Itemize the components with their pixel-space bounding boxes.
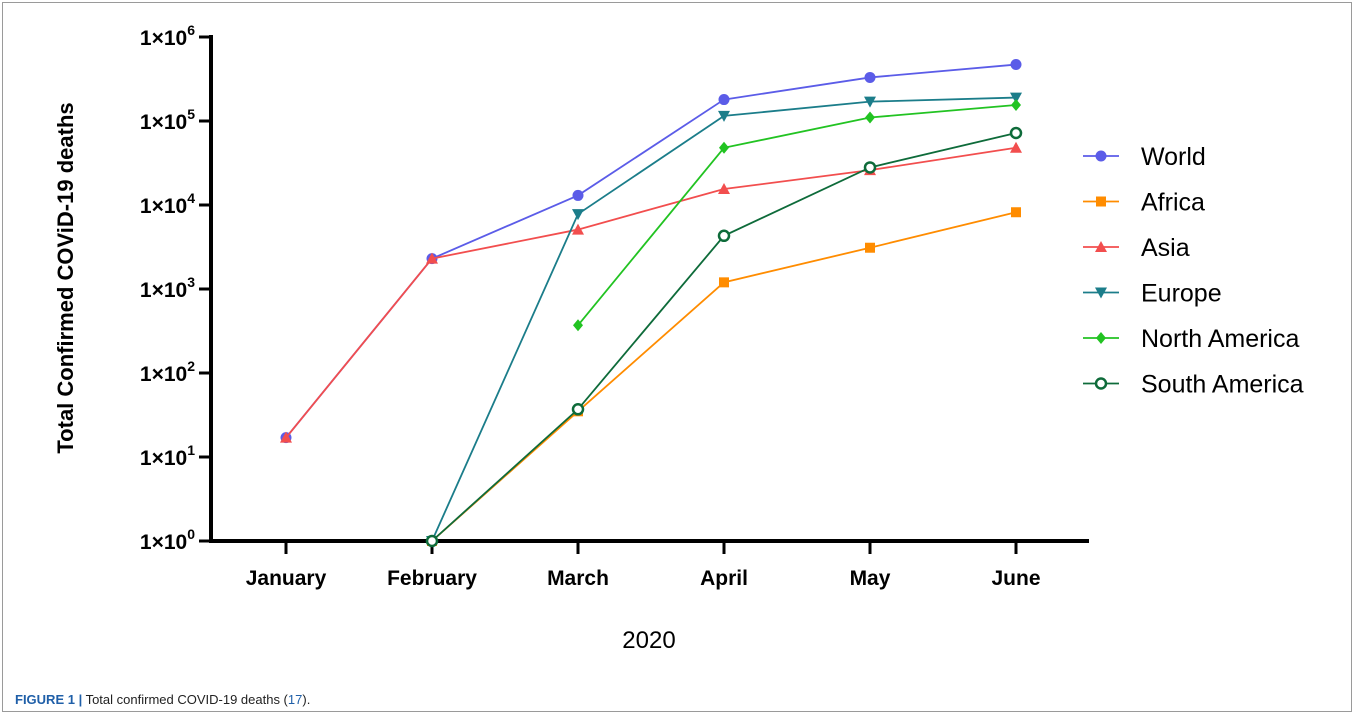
- data-point-africa: [719, 277, 729, 288]
- data-point-south-america: [717, 229, 731, 243]
- legend-label: South America: [1141, 371, 1304, 399]
- data-point-europe: [572, 209, 584, 221]
- legend-item-world: World: [1083, 143, 1206, 171]
- data-point-europe: [1010, 92, 1022, 104]
- data-point-north-america: [1011, 99, 1021, 112]
- data-point-africa: [1011, 207, 1021, 218]
- x-axis-ticks: January February March April May June: [246, 541, 1041, 590]
- data-point-north-america: [573, 319, 583, 332]
- series-line-europe: [431, 96, 1017, 542]
- data-point-asia: [426, 252, 438, 264]
- data-point-world: [718, 94, 730, 106]
- data-point-europe: [864, 96, 876, 108]
- data-point-asia: [572, 223, 584, 235]
- legend-marker-south-america: [1094, 377, 1108, 390]
- series-line-south-america: [431, 132, 1017, 542]
- y-tick-label: 1×100: [140, 526, 195, 554]
- figure-caption: FIGURE 1 | Total confirmed COVID-19 deat…: [15, 692, 310, 707]
- series-layer: [280, 59, 1023, 548]
- data-point-north-america: [865, 111, 875, 124]
- data-point-world: [864, 71, 876, 83]
- data-point-south-america: [571, 403, 585, 416]
- data-point-south-america: [863, 161, 877, 174]
- legend-marker-north-america: [1096, 332, 1106, 344]
- series-north-america: [573, 99, 1021, 332]
- series-europe: [426, 92, 1022, 547]
- legend: World Africa Asia Europe North America South …: [1083, 143, 1304, 399]
- legend-marker-world: [1095, 150, 1107, 162]
- series-line-world: [285, 63, 1017, 439]
- data-point-north-america: [719, 141, 729, 154]
- legend-item-asia: Asia: [1083, 234, 1190, 262]
- data-point-world: [572, 189, 584, 201]
- legend-marker-asia: [1095, 241, 1107, 252]
- series-asia: [280, 141, 1022, 443]
- series-africa: [427, 207, 1021, 546]
- legend-item-africa: Africa: [1083, 189, 1205, 217]
- legend-label: Africa: [1141, 189, 1205, 217]
- series-line-africa: [431, 211, 1017, 542]
- x-axis-label: 2020: [622, 627, 675, 654]
- x-tick-label: March: [547, 567, 609, 590]
- legend-marker-africa: [1096, 196, 1106, 207]
- data-point-europe: [718, 110, 730, 122]
- legend-item-europe: Europe: [1083, 280, 1222, 308]
- data-point-asia: [1010, 141, 1022, 153]
- legend-item-north-america: North America: [1083, 325, 1299, 353]
- caption-text: Total confirmed COVID-19 deaths (: [82, 692, 288, 707]
- caption-text-end: ).: [302, 692, 311, 707]
- y-axis-ticks: 1×100 1×101 1×102 1×103 1×104 1×105 1×106: [140, 22, 211, 554]
- data-point-world: [1010, 59, 1022, 71]
- y-tick-label: 1×105: [140, 106, 195, 134]
- citation-link[interactable]: 17: [287, 692, 303, 707]
- legend-marker-europe: [1095, 287, 1107, 299]
- x-tick-label: January: [246, 567, 327, 590]
- legend-label: Europe: [1141, 280, 1222, 308]
- x-tick-label: February: [387, 567, 477, 590]
- data-point-asia: [280, 431, 292, 443]
- figure-label: FIGURE 1 |: [15, 692, 83, 707]
- series-world: [280, 59, 1022, 444]
- covid-deaths-line-chart: 1×100 1×101 1×102 1×103 1×104 1×105 1×106 Janu…: [53, 22, 1304, 654]
- x-tick-label: May: [850, 567, 891, 590]
- legend-item-south-america: South America: [1083, 371, 1304, 399]
- y-tick-label: 1×102: [140, 358, 195, 386]
- y-tick-label: 1×103: [140, 274, 195, 302]
- data-point-asia: [718, 183, 730, 195]
- series-line-asia: [285, 146, 1017, 439]
- y-tick-label: 1×101: [140, 442, 195, 470]
- series-south-america: [425, 126, 1023, 548]
- axes: [209, 35, 1089, 543]
- x-tick-label: April: [700, 567, 748, 590]
- legend-label: North America: [1141, 325, 1299, 353]
- data-point-south-america: [425, 534, 439, 548]
- y-tick-label: 1×106: [140, 22, 195, 50]
- y-axis-label: Total Confirmed COViD-19 deaths: [53, 102, 78, 453]
- y-tick-label: 1×104: [140, 190, 195, 218]
- legend-label: World: [1141, 143, 1206, 171]
- legend-label: Asia: [1141, 234, 1190, 262]
- data-point-africa: [865, 242, 875, 253]
- series-line-north-america: [577, 104, 1017, 326]
- data-point-south-america: [1009, 126, 1023, 140]
- x-tick-label: June: [991, 567, 1040, 590]
